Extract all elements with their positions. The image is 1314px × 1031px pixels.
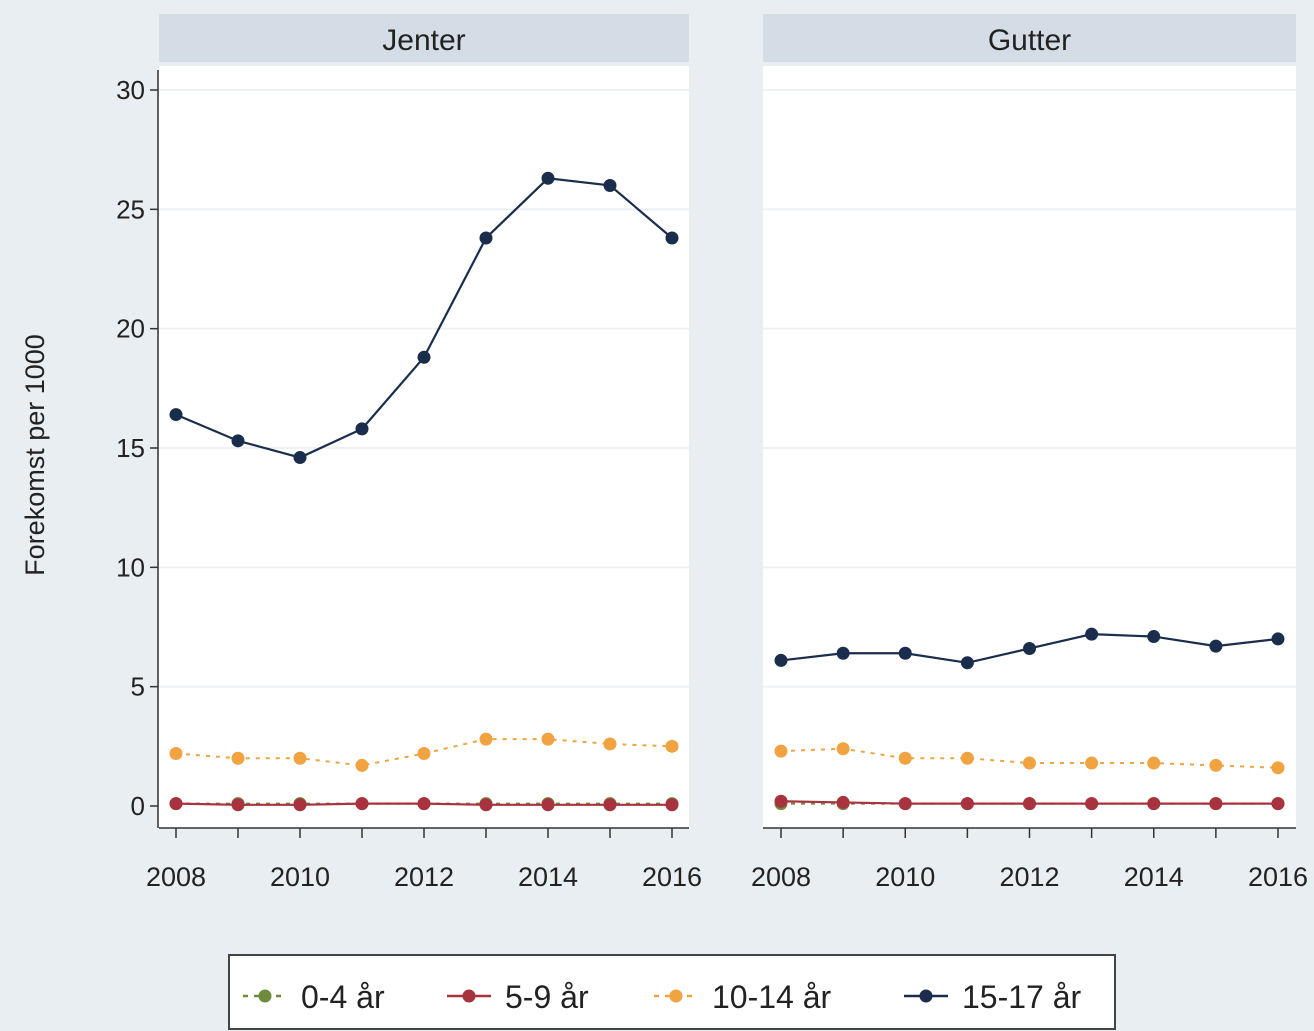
data-point	[293, 451, 307, 465]
data-point	[898, 646, 912, 660]
data-point	[1147, 797, 1161, 811]
data-point	[603, 737, 617, 751]
data-point	[479, 798, 493, 812]
panel-header	[763, 14, 1296, 62]
data-point	[541, 732, 555, 746]
x-tick-label: 2008	[146, 862, 206, 892]
data-point	[1209, 758, 1223, 772]
legend-swatch-marker	[258, 989, 272, 1003]
data-point	[231, 798, 245, 812]
data-point	[1023, 756, 1036, 770]
legend-item-10-14-r: 10-14 år	[654, 979, 832, 1015]
data-point	[960, 797, 974, 811]
series-10-14-r	[169, 732, 679, 772]
data-point	[898, 751, 912, 765]
panel-gutter: Gutter 2008 2010 2012 2014 2016	[751, 14, 1308, 892]
data-point	[541, 171, 555, 185]
legend-item-15-17-r: 15-17 år	[904, 979, 1082, 1015]
data-point	[603, 178, 617, 192]
legend-swatch-marker	[669, 989, 683, 1003]
legend-item-0-4-r: 0-4 år	[243, 979, 385, 1015]
legend-swatch-marker	[919, 989, 933, 1003]
data-point	[417, 746, 431, 760]
y-tick-label: 10	[116, 552, 145, 582]
data-point	[960, 751, 974, 765]
data-point	[417, 350, 431, 364]
data-point	[231, 434, 245, 448]
y-tick-label: 15	[116, 433, 145, 463]
data-point	[1209, 797, 1223, 811]
series-15-17-r	[169, 171, 679, 465]
data-point	[665, 739, 679, 753]
data-point	[774, 653, 788, 667]
data-point	[1271, 632, 1285, 646]
series-15-17-r	[774, 627, 1285, 670]
data-point	[774, 744, 788, 758]
legend-swatch-marker	[462, 989, 476, 1003]
y-tick-label: 20	[116, 314, 145, 344]
y-tick-label: 0	[131, 791, 145, 821]
x-tick-label: 2012	[999, 862, 1059, 892]
data-point	[1209, 639, 1223, 653]
legend-label: 5-9 år	[505, 979, 589, 1015]
data-point	[1085, 797, 1099, 811]
data-point	[541, 798, 555, 812]
data-point	[1271, 761, 1285, 775]
panel-title: Gutter	[988, 24, 1071, 57]
data-point	[836, 795, 850, 809]
data-point	[1023, 641, 1036, 655]
data-point	[665, 798, 679, 812]
series-5-9-r	[774, 794, 1285, 811]
legend-label: 0-4 år	[301, 979, 385, 1015]
data-point	[417, 797, 431, 811]
panel-title: Jenter	[382, 24, 465, 57]
x-tick-label: 2014	[518, 862, 578, 892]
x-tick-label: 2014	[1124, 862, 1184, 892]
x-tick-label: 2016	[642, 862, 702, 892]
legend-item-5-9-r: 5-9 år	[447, 979, 589, 1015]
data-point	[355, 758, 369, 772]
series-line	[175, 738, 673, 767]
data-point	[1271, 797, 1285, 811]
x-tick-label: 2010	[875, 862, 935, 892]
data-point	[1085, 756, 1099, 770]
series-10-14-r	[774, 742, 1285, 775]
data-point	[836, 646, 850, 660]
data-point	[355, 797, 369, 811]
data-point	[960, 656, 974, 670]
data-point	[1147, 630, 1161, 644]
data-point	[898, 797, 912, 811]
data-point	[1085, 627, 1099, 641]
data-point	[169, 746, 183, 760]
data-point	[169, 408, 183, 422]
data-point	[665, 231, 679, 245]
x-tick-label: 2012	[394, 862, 454, 892]
data-point	[293, 798, 307, 812]
y-tick-label: 25	[116, 194, 145, 224]
data-point	[479, 231, 493, 245]
series-line	[780, 747, 1279, 769]
data-point	[479, 732, 493, 746]
x-tick-label: 2010	[270, 862, 330, 892]
data-point	[355, 422, 369, 436]
data-point	[836, 742, 850, 756]
x-tick-label: 2008	[751, 862, 811, 892]
y-tick-label: 5	[131, 672, 145, 702]
legend-label: 10-14 år	[712, 979, 832, 1015]
y-axis-label: Forekomst per 1000	[20, 334, 50, 576]
panel-header	[159, 14, 689, 62]
data-point	[1147, 756, 1161, 770]
x-tick-label: 2016	[1248, 862, 1308, 892]
panel-jenter: Jenter 2008 2010 2012 2014 2016	[146, 14, 702, 892]
data-point	[293, 751, 307, 765]
data-point	[1023, 797, 1036, 811]
y-tick-label: 30	[116, 75, 145, 105]
data-point	[603, 798, 617, 812]
data-point	[231, 751, 245, 765]
legend-label: 15-17 år	[962, 979, 1082, 1015]
series-5-9-r	[169, 797, 679, 812]
data-point	[169, 797, 183, 811]
data-point	[774, 794, 788, 808]
